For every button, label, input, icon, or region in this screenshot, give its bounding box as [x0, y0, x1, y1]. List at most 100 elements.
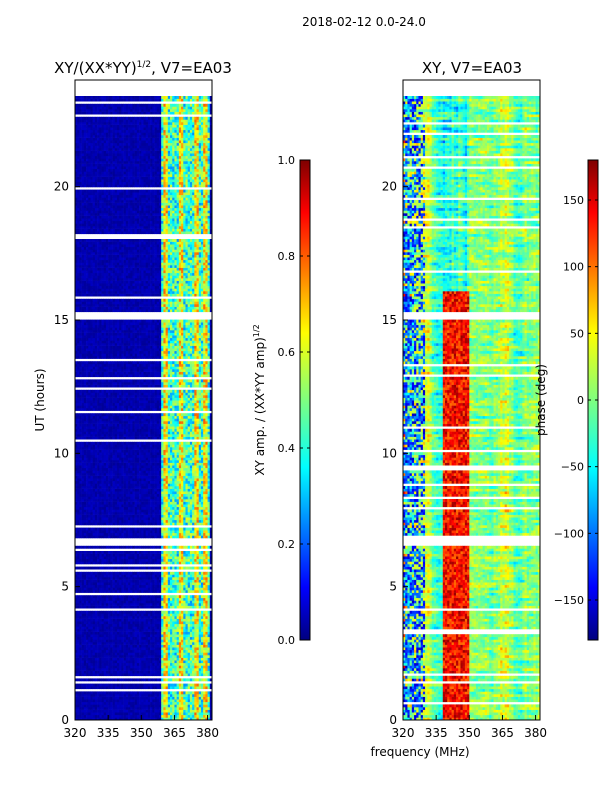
- heatmap-cell: [130, 673, 133, 676]
- heatmap-cell: [124, 673, 127, 676]
- heatmap-cell: [124, 697, 127, 700]
- heatmap-cell: [172, 671, 175, 674]
- heatmap-cell: [128, 673, 131, 676]
- heatmap-cell: [137, 673, 140, 676]
- heatmap-cell: [126, 671, 129, 674]
- heatmap-cell: [192, 684, 195, 687]
- heatmap-cell: [99, 678, 102, 681]
- heatmap-cell: [113, 668, 116, 671]
- heatmap-cell: [124, 678, 127, 681]
- heatmap-cell: [179, 678, 182, 681]
- heatmap-cell: [208, 660, 211, 663]
- heatmap-cell: [121, 697, 124, 700]
- heatmap-cell: [155, 712, 158, 715]
- heatmap-cell: [99, 668, 102, 671]
- heatmap-cell: [82, 710, 85, 713]
- heatmap-cell: [139, 658, 142, 661]
- heatmap-cell: [77, 702, 80, 705]
- heatmap-cell: [135, 710, 138, 713]
- heatmap-cell: [102, 715, 105, 718]
- heatmap-cell: [201, 686, 204, 689]
- heatmap-cell: [84, 707, 87, 710]
- heatmap-cell: [82, 691, 85, 694]
- heatmap-cell: [117, 668, 120, 671]
- heatmap-cell: [119, 694, 122, 697]
- heatmap-cell: [95, 655, 98, 658]
- heatmap-cell: [141, 642, 144, 645]
- heatmap-cell: [117, 691, 120, 694]
- heatmap-cell: [126, 647, 129, 650]
- heatmap-cell: [166, 704, 169, 707]
- heatmap-cell: [128, 642, 131, 645]
- heatmap-cell: [141, 668, 144, 671]
- heatmap-cell: [159, 645, 162, 648]
- heatmap-row: [75, 710, 212, 713]
- heatmap-cell: [166, 697, 169, 700]
- heatmap-cell: [155, 668, 158, 671]
- heatmap-cell: [192, 655, 195, 658]
- heatmap-cell: [137, 684, 140, 687]
- heatmap-cell: [208, 645, 211, 648]
- heatmap-cell: [119, 639, 122, 642]
- heatmap-cell: [121, 639, 124, 642]
- heatmap-cell: [179, 663, 182, 666]
- heatmap-cell: [172, 663, 175, 666]
- heatmap-cell: [128, 663, 131, 666]
- heatmap-cell: [137, 642, 140, 645]
- heatmap-cell: [192, 704, 195, 707]
- heatmap-cell: [110, 660, 113, 663]
- heatmap-cell: [148, 652, 151, 655]
- heatmap-cell: [159, 694, 162, 697]
- heatmap-cell: [90, 645, 93, 648]
- heatmap-cell: [88, 715, 91, 718]
- heatmap-cell: [172, 658, 175, 661]
- heatmap-row: [75, 647, 212, 650]
- heatmap-cell: [170, 647, 173, 650]
- heatmap-cell: [183, 639, 186, 642]
- heatmap-cell: [117, 645, 120, 648]
- heatmap-cell: [126, 658, 129, 661]
- heatmap-cell: [194, 639, 197, 642]
- heatmap-cell: [124, 707, 127, 710]
- heatmap-cell: [84, 639, 87, 642]
- heatmap-cell: [141, 639, 144, 642]
- heatmap-cell: [84, 668, 87, 671]
- heatmap-cell: [205, 707, 208, 710]
- heatmap-cell: [146, 647, 149, 650]
- heatmap-cell: [199, 663, 202, 666]
- heatmap-cell: [82, 684, 85, 687]
- heatmap-cell: [172, 678, 175, 681]
- heatmap-row: [75, 652, 212, 655]
- heatmap-cell: [93, 694, 96, 697]
- heatmap-cell: [172, 650, 175, 653]
- heatmap-cell: [148, 710, 151, 713]
- heatmap-cell: [159, 660, 162, 663]
- heatmap-cell: [132, 650, 135, 653]
- heatmap-cell: [172, 673, 175, 676]
- heatmap-cell: [139, 665, 142, 668]
- heatmap-cell: [110, 637, 113, 640]
- heatmap-cell: [194, 650, 197, 653]
- heatmap-cell: [88, 658, 91, 661]
- heatmap-cell: [157, 663, 160, 666]
- heatmap-cell: [121, 712, 124, 715]
- heatmap-cell: [126, 697, 129, 700]
- heatmap-cell: [126, 694, 129, 697]
- heatmap-cell: [197, 671, 200, 674]
- heatmap-cell: [188, 645, 191, 648]
- heatmap-cell: [203, 652, 206, 655]
- heatmap-cell: [177, 699, 180, 702]
- heatmap-cell: [90, 652, 93, 655]
- heatmap-cell: [144, 697, 147, 700]
- heatmap-cell: [148, 691, 151, 694]
- heatmap-cell: [110, 655, 113, 658]
- heatmap-cell: [159, 715, 162, 718]
- heatmap-cell: [117, 704, 120, 707]
- heatmap-cell: [130, 642, 133, 645]
- heatmap-cell: [113, 715, 116, 718]
- heatmap-cell: [194, 702, 197, 705]
- heatmap-cell: [139, 697, 142, 700]
- heatmap-row: [75, 678, 212, 681]
- heatmap-cell: [192, 702, 195, 705]
- heatmap-cell: [185, 652, 188, 655]
